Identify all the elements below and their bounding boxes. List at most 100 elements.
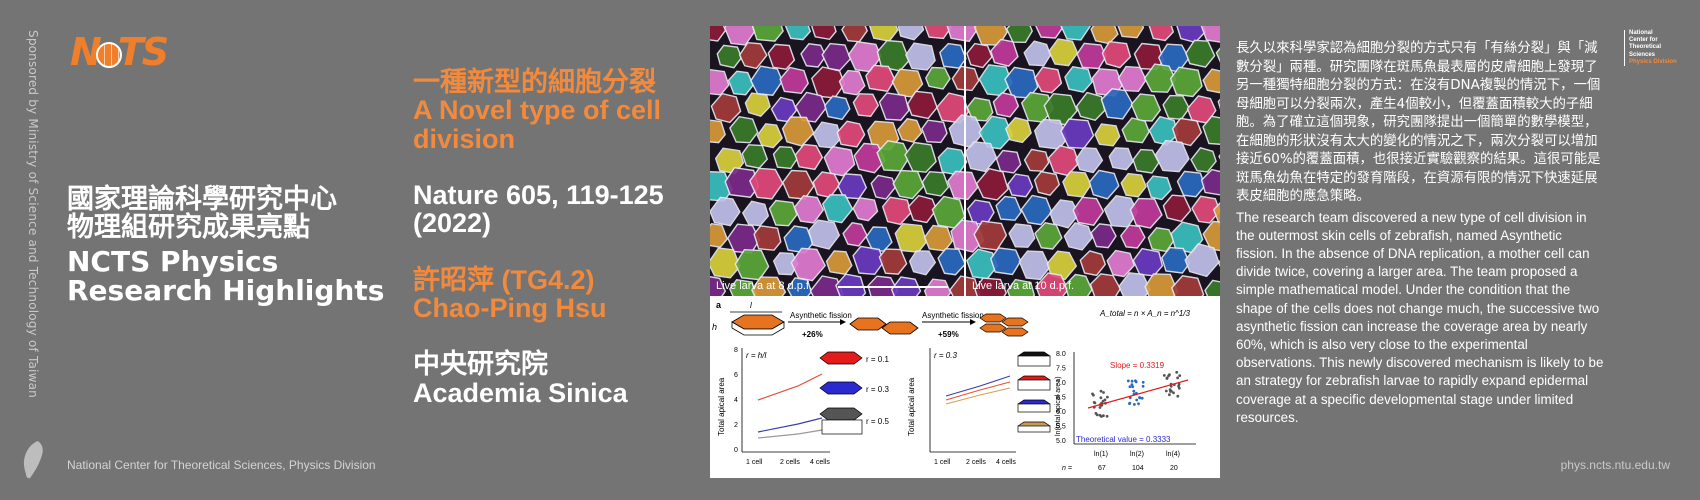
cell <box>1101 40 1132 69</box>
cell <box>1215 47 1220 63</box>
scatter-point <box>1176 394 1180 398</box>
cell <box>990 247 1022 276</box>
ytick-right: 5.0 <box>1056 438 1066 445</box>
scatter-point <box>1176 376 1179 380</box>
cell <box>995 149 1022 174</box>
cell <box>790 247 827 282</box>
cell <box>1117 65 1147 93</box>
cell <box>808 219 841 250</box>
scatter-point <box>1098 406 1102 409</box>
cell <box>836 120 866 148</box>
cell <box>906 90 938 120</box>
cell <box>852 197 879 222</box>
author-zh: 許昭萍 (TG4.2) <box>413 264 595 295</box>
scatter-point <box>1105 414 1109 418</box>
cell <box>723 26 756 46</box>
cell <box>822 194 854 224</box>
cell <box>1121 117 1150 144</box>
ytick-left: 0 <box>734 447 738 454</box>
cell <box>904 141 937 173</box>
cell <box>753 225 782 251</box>
cell <box>772 145 798 170</box>
n-value-3: 20 <box>1170 465 1178 472</box>
r-mid-label: r = 0.3 <box>934 351 957 360</box>
cell <box>925 66 951 90</box>
scatter-point <box>1099 389 1103 393</box>
cell <box>1064 273 1093 296</box>
scatter-point <box>1128 385 1132 389</box>
ytick-right: 6.0 <box>1056 409 1066 416</box>
caption-left: Live larva at 8 d.p.f. <box>716 280 812 292</box>
scatter-point <box>1106 395 1109 399</box>
cell <box>744 92 771 117</box>
scatter-point <box>1175 370 1179 374</box>
scatter-point <box>1135 398 1139 402</box>
formula: A_total = n × A_n = n^1/3 <box>1099 309 1191 318</box>
scatter-point <box>1128 396 1132 400</box>
cell <box>881 196 912 226</box>
cell <box>800 43 827 68</box>
cell <box>1064 66 1093 93</box>
cell <box>1008 223 1036 248</box>
ytick-left: 8 <box>734 347 738 354</box>
cell <box>975 167 1009 201</box>
cell <box>738 41 768 70</box>
cell <box>921 170 950 197</box>
cell <box>937 247 967 276</box>
scatter-point <box>1091 392 1094 396</box>
cell <box>966 42 993 69</box>
cell <box>1094 123 1121 147</box>
n-label: n = <box>1062 465 1072 472</box>
cell <box>1184 243 1220 278</box>
caption-right: Live larva at 10 d.p.f. <box>972 280 1075 292</box>
ln-tick-2: ln(2) <box>1130 451 1144 458</box>
title-zh-line1: 國家理論科學研究中心 <box>67 184 337 215</box>
cell <box>1033 170 1061 196</box>
cell <box>786 277 813 296</box>
cell <box>1060 26 1091 41</box>
cell <box>1212 201 1220 227</box>
cell <box>1217 259 1220 268</box>
ncts-badge: National Center for Theoretical Sciences… <box>1624 30 1677 66</box>
scatter-point <box>1130 383 1134 386</box>
cell <box>897 26 925 41</box>
cell <box>1005 26 1033 44</box>
cell <box>1023 40 1052 67</box>
cell <box>1132 148 1160 174</box>
cell <box>1204 279 1220 296</box>
cell <box>947 170 979 201</box>
ylabel-middle: Total apical area <box>907 377 916 436</box>
plot-right: ln(total apical area) 8.0 7.5 7.0 6.5 6.0 5.5… <box>1055 351 1196 472</box>
cell <box>853 142 886 174</box>
cell <box>1090 223 1117 249</box>
cell <box>1144 273 1179 296</box>
cell <box>784 26 812 41</box>
cell <box>905 42 936 71</box>
n-value-1: 67 <box>1098 465 1106 472</box>
scatter-point <box>1103 398 1107 402</box>
cell <box>990 38 1019 67</box>
cell <box>710 26 727 42</box>
cell <box>1004 116 1032 144</box>
cell <box>1033 66 1063 94</box>
cell <box>1200 26 1220 43</box>
r-value-3: r = 0.5 <box>866 417 889 426</box>
scatter-point <box>1168 393 1171 397</box>
institution-en: Academia Sinica <box>413 377 628 408</box>
scatter-point <box>1131 385 1135 389</box>
cell <box>794 91 828 123</box>
cell <box>1119 224 1146 249</box>
scatter-point <box>1140 396 1144 400</box>
cell <box>710 119 726 144</box>
cell <box>1176 170 1206 198</box>
footer-url[interactable]: phys.ncts.ntu.edu.tw <box>1560 458 1670 472</box>
theoretical-label: Theoretical value = 0.3333 <box>1076 435 1171 444</box>
scatter-point <box>1132 389 1136 393</box>
cell <box>767 43 796 70</box>
cell <box>710 222 729 248</box>
gain-label-1: +26% <box>802 330 823 339</box>
description: 長久以來科學家認為細胞分裂的方式只有「有絲分裂」與「減數分裂」兩種。研究團隊在斑… <box>1236 40 1606 427</box>
cell <box>894 222 928 253</box>
cell <box>1129 197 1163 229</box>
cell <box>1185 39 1216 68</box>
